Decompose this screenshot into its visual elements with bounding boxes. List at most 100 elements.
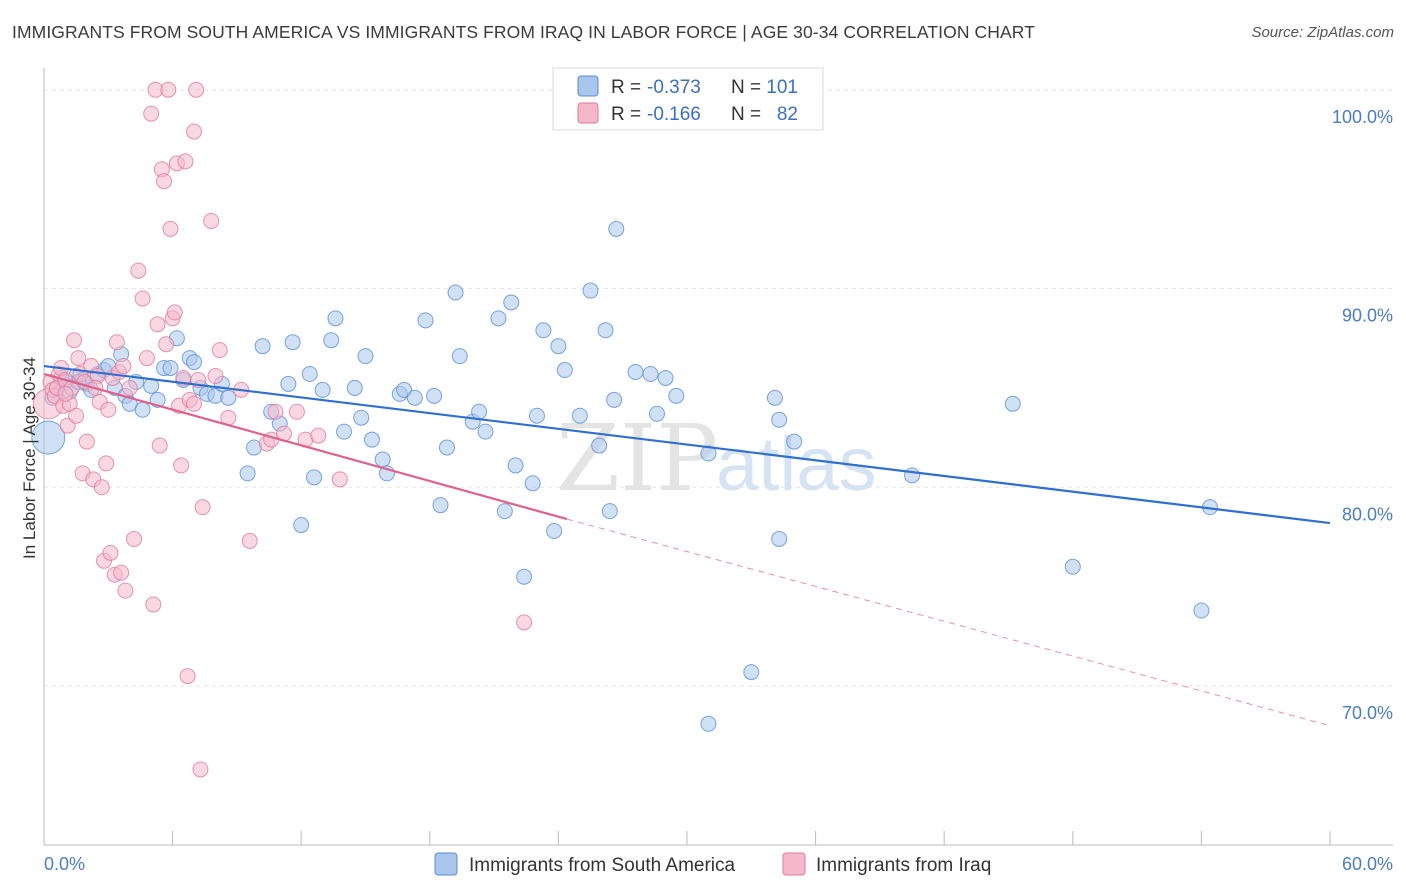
data-point-south-america [432,497,449,514]
data-point-iraq [126,530,143,547]
data-point-south-america [766,389,783,406]
data-point-iraq [173,457,190,474]
data-point-iraq [143,105,160,122]
data-point-south-america [353,409,370,426]
legend-n-label-2: N = [731,104,761,125]
data-point-south-america [1004,395,1021,412]
data-point-south-america [471,403,488,420]
data-point-iraq [151,437,168,454]
data-point-south-america [771,411,788,428]
data-point-south-america [306,469,323,486]
data-point-south-america [524,475,541,492]
data-point-iraq [68,407,85,424]
data-point-iraq [158,336,175,353]
legend-n-label-1: N = [731,77,761,98]
data-point-iraq [138,350,155,367]
legend-n-value-1: 101 [766,77,798,98]
trend-lines [43,364,1331,727]
data-point-iraq [100,401,117,418]
data-point-south-america [642,366,659,382]
data-point-south-america [700,445,717,462]
x-tick-label-min: 0.0% [44,854,85,874]
series-iraq-points [32,81,533,778]
data-point-iraq [203,212,220,229]
data-point-iraq [134,290,151,307]
data-point-south-america [301,366,318,382]
data-point-south-america [336,423,353,440]
data-point-south-america [121,395,138,412]
data-point-iraq [70,350,87,367]
stats-legend: R = -0.373 N = 101 R = -0.166 N = 82 [552,67,824,131]
data-point-iraq [288,403,305,420]
data-point-iraq [186,123,203,140]
data-point-iraq [108,334,125,351]
chart-title: IMMIGRANTS FROM SOUTH AMERICA VS IMMIGRA… [12,22,1035,42]
data-point-south-america [447,284,464,301]
data-point-iraq [211,342,228,359]
data-point-south-america [516,568,533,585]
legend-n-value-2: 82 [777,104,798,125]
data-point-south-america [556,362,573,379]
bottom-legend-label-iraq: Immigrants from Iraq [816,855,991,876]
data-point-south-america [396,381,413,398]
data-point-south-america [648,405,665,422]
data-point-iraq [93,479,110,496]
data-point-south-america [134,401,151,418]
data-point-iraq [179,668,196,685]
data-point-iraq [166,304,183,321]
data-point-south-america [601,503,618,520]
data-point-south-america [771,530,788,547]
legend-r-label-1: R = [611,77,641,98]
data-point-south-america [327,310,344,327]
data-point-south-america [528,407,545,424]
y-tick-label: 70.0% [1342,703,1393,723]
data-point-south-america [323,332,340,349]
data-point-south-america [657,369,674,386]
data-point-iraq [192,761,209,778]
data-point-iraq [186,395,203,412]
data-point-south-america [535,322,552,339]
x-tick-labels: 0.0% 60.0% [44,854,1393,874]
data-point-south-america [438,439,455,456]
y-tick-labels: 70.0% 80.0% 90.0% 100.0% [1332,107,1393,723]
trend-line-south-america [43,364,1331,525]
legend-swatch-iraq [577,102,599,124]
data-point-south-america [346,379,363,396]
data-point-south-america [314,381,331,398]
data-point-iraq [145,596,162,613]
data-point-south-america [1064,558,1081,575]
data-point-iraq [310,427,327,444]
data-point-iraq [66,332,83,349]
data-point-iraq [121,379,138,396]
data-point-iraq [331,471,348,488]
data-point-south-america [627,364,644,381]
data-point-south-america [220,389,237,406]
data-point-iraq [57,385,74,402]
data-point-south-america [606,391,623,408]
data-point-south-america [280,375,297,392]
data-point-south-america [546,523,563,539]
bottom-legend-label-south-america: Immigrants from South America [469,855,736,876]
data-point-south-america [186,354,203,371]
data-point-south-america [668,387,685,404]
watermark: ZIP atlas [556,405,877,512]
data-point-south-america [608,220,625,237]
x-tick-label-max: 60.0% [1342,854,1393,874]
data-point-iraq [149,316,166,333]
data-point-iraq [78,433,95,450]
y-tick-label: 100.0% [1332,107,1393,127]
data-point-iraq [156,173,173,190]
data-point-south-america [550,338,567,355]
data-point-iraq [194,499,211,516]
data-point-south-america [496,503,513,520]
data-point-south-america [363,431,380,448]
data-point-south-america [597,322,614,339]
data-point-south-america [293,517,310,534]
data-point-south-america [417,312,434,329]
data-point-iraq [188,81,205,98]
data-point-south-america [451,348,468,365]
trend-line-iraq [43,372,568,521]
data-point-south-america [507,457,524,474]
data-point-iraq [207,367,224,384]
axes [43,68,1393,846]
